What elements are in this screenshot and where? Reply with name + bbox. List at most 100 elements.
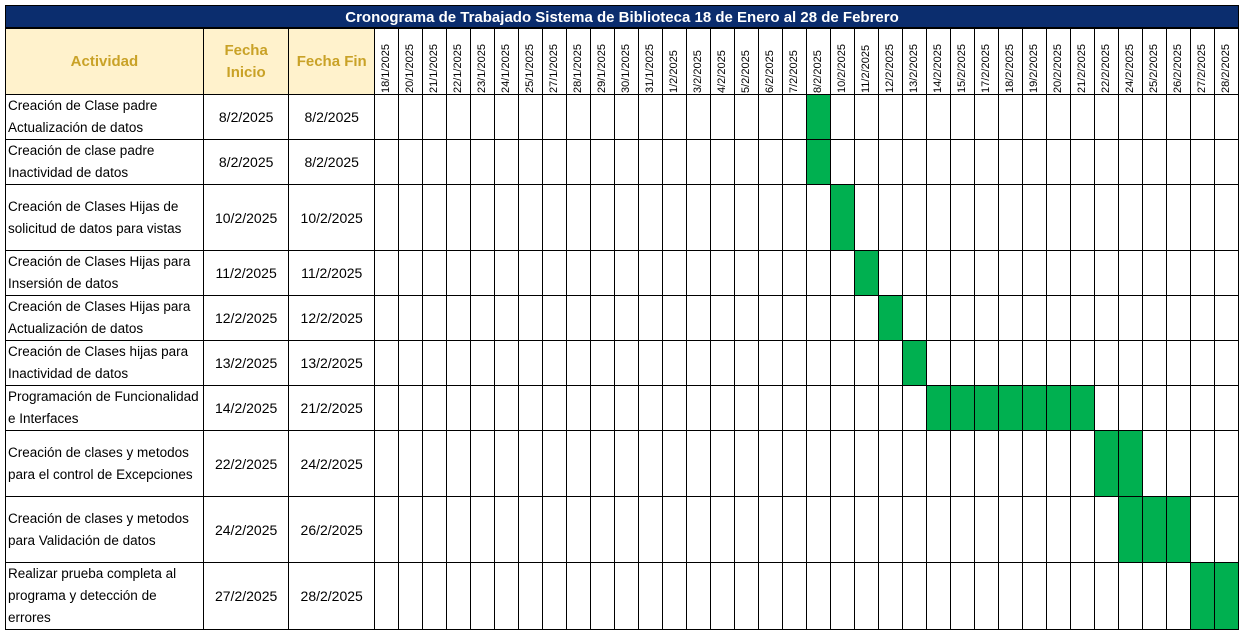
gantt-empty-cell[interactable] (421, 385, 447, 431)
gantt-empty-cell[interactable] (1045, 562, 1071, 630)
gantt-empty-cell[interactable] (1045, 184, 1071, 251)
gantt-empty-cell[interactable] (805, 562, 831, 630)
gantt-empty-cell[interactable] (421, 430, 447, 497)
gantt-empty-cell[interactable] (397, 184, 423, 251)
gantt-empty-cell[interactable] (709, 430, 735, 497)
gantt-empty-cell[interactable] (685, 385, 711, 431)
gantt-empty-cell[interactable] (709, 94, 735, 140)
date-header[interactable]: 31/1/2025 (637, 28, 663, 95)
gantt-empty-cell[interactable] (1213, 184, 1240, 251)
gantt-empty-cell[interactable] (973, 139, 999, 185)
gantt-empty-cell[interactable] (589, 340, 615, 386)
gantt-empty-cell[interactable] (1141, 184, 1167, 251)
gantt-empty-cell[interactable] (445, 184, 471, 251)
gantt-empty-cell[interactable] (1021, 94, 1047, 140)
task-end-cell[interactable]: 8/2/2025 (288, 94, 375, 140)
gantt-empty-cell[interactable] (829, 295, 855, 341)
gantt-empty-cell[interactable] (733, 340, 759, 386)
date-header[interactable]: 20/1/2025 (397, 28, 423, 95)
gantt-empty-cell[interactable] (589, 295, 615, 341)
gantt-empty-cell[interactable] (1045, 295, 1071, 341)
gantt-empty-cell[interactable] (1165, 385, 1191, 431)
gantt-empty-cell[interactable] (1045, 139, 1071, 185)
gantt-empty-cell[interactable] (613, 562, 639, 630)
gantt-empty-cell[interactable] (1141, 250, 1167, 296)
gantt-empty-cell[interactable] (445, 139, 471, 185)
gantt-empty-cell[interactable] (589, 430, 615, 497)
date-header[interactable]: 1/2/2025 (661, 28, 687, 95)
gantt-empty-cell[interactable] (1189, 496, 1215, 563)
gantt-empty-cell[interactable] (637, 562, 663, 630)
gantt-empty-cell[interactable] (877, 139, 903, 185)
gantt-empty-cell[interactable] (685, 139, 711, 185)
gantt-empty-cell[interactable] (877, 250, 903, 296)
gantt-empty-cell[interactable] (805, 496, 831, 563)
gantt-empty-cell[interactable] (949, 184, 975, 251)
gantt-empty-cell[interactable] (445, 496, 471, 563)
gantt-empty-cell[interactable] (373, 385, 399, 431)
gantt-empty-cell[interactable] (973, 250, 999, 296)
task-start-cell[interactable]: 8/2/2025 (202, 139, 290, 185)
gantt-empty-cell[interactable] (421, 562, 447, 630)
gantt-empty-cell[interactable] (949, 295, 975, 341)
gantt-empty-cell[interactable] (1069, 295, 1095, 341)
date-header[interactable]: 14/2/2025 (925, 28, 951, 95)
gantt-empty-cell[interactable] (1117, 340, 1143, 386)
gantt-empty-cell[interactable] (1141, 94, 1167, 140)
gantt-empty-cell[interactable] (949, 139, 975, 185)
gantt-bar-cell[interactable] (829, 184, 855, 251)
gantt-empty-cell[interactable] (925, 340, 951, 386)
gantt-empty-cell[interactable] (877, 562, 903, 630)
gantt-empty-cell[interactable] (637, 385, 663, 431)
gantt-empty-cell[interactable] (925, 94, 951, 140)
gantt-bar-cell[interactable] (853, 250, 879, 296)
gantt-empty-cell[interactable] (493, 184, 519, 251)
gantt-empty-cell[interactable] (829, 94, 855, 140)
gantt-empty-cell[interactable] (565, 94, 591, 140)
task-activity-cell[interactable]: Creación de clases y metodos para el con… (5, 430, 204, 497)
task-end-cell[interactable]: 21/2/2025 (288, 385, 375, 431)
gantt-empty-cell[interactable] (877, 496, 903, 563)
gantt-empty-cell[interactable] (901, 295, 927, 341)
gantt-empty-cell[interactable] (685, 496, 711, 563)
gantt-empty-cell[interactable] (469, 184, 495, 251)
gantt-empty-cell[interactable] (517, 295, 543, 341)
gantt-empty-cell[interactable] (1165, 94, 1191, 140)
task-end-cell[interactable]: 10/2/2025 (288, 184, 375, 251)
gantt-empty-cell[interactable] (781, 184, 807, 251)
gantt-empty-cell[interactable] (1213, 250, 1240, 296)
gantt-empty-cell[interactable] (853, 496, 879, 563)
gantt-empty-cell[interactable] (949, 430, 975, 497)
gantt-empty-cell[interactable] (1165, 340, 1191, 386)
gantt-empty-cell[interactable] (589, 250, 615, 296)
gantt-empty-cell[interactable] (1189, 139, 1215, 185)
gantt-empty-cell[interactable] (469, 385, 495, 431)
gantt-empty-cell[interactable] (685, 430, 711, 497)
gantt-empty-cell[interactable] (709, 250, 735, 296)
gantt-empty-cell[interactable] (973, 430, 999, 497)
gantt-empty-cell[interactable] (637, 340, 663, 386)
task-start-cell[interactable]: 10/2/2025 (202, 184, 290, 251)
date-header[interactable]: 19/2/2025 (1021, 28, 1047, 95)
date-header[interactable]: 29/1/2025 (589, 28, 615, 95)
gantt-empty-cell[interactable] (1165, 139, 1191, 185)
gantt-empty-cell[interactable] (637, 94, 663, 140)
date-header[interactable]: 20/2/2025 (1045, 28, 1071, 95)
gantt-empty-cell[interactable] (397, 430, 423, 497)
gantt-empty-cell[interactable] (1093, 562, 1119, 630)
date-header[interactable]: 25/2/2025 (1141, 28, 1167, 95)
gantt-empty-cell[interactable] (1117, 385, 1143, 431)
gantt-empty-cell[interactable] (421, 340, 447, 386)
gantt-empty-cell[interactable] (805, 385, 831, 431)
gantt-empty-cell[interactable] (589, 139, 615, 185)
gantt-empty-cell[interactable] (1045, 496, 1071, 563)
gantt-empty-cell[interactable] (685, 562, 711, 630)
gantt-empty-cell[interactable] (397, 250, 423, 296)
gantt-empty-cell[interactable] (757, 340, 783, 386)
gantt-empty-cell[interactable] (733, 139, 759, 185)
gantt-empty-cell[interactable] (1117, 184, 1143, 251)
task-activity-cell[interactable]: Creación de Clase padre Actualización de… (5, 94, 204, 140)
gantt-empty-cell[interactable] (661, 496, 687, 563)
gantt-empty-cell[interactable] (1141, 562, 1167, 630)
gantt-empty-cell[interactable] (541, 385, 567, 431)
